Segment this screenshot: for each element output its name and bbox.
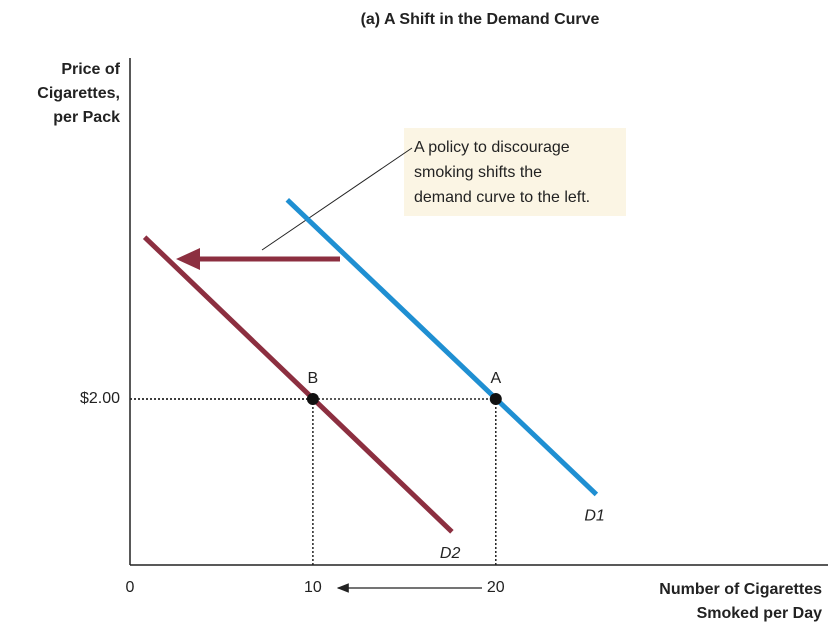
chart-title: (a) A Shift in the Demand Curve	[361, 11, 600, 28]
shift-arrow-head	[176, 248, 200, 270]
point	[306, 393, 319, 405]
annotation-box	[404, 128, 626, 216]
demand-curve	[285, 197, 599, 497]
point-label: A	[490, 370, 501, 387]
y-tick-label: $2.00	[80, 390, 120, 407]
x-axis-label: Number of Cigarettes	[659, 581, 822, 598]
y-axis-label: Price of	[61, 61, 120, 78]
annotation-text: demand curve to the left.	[414, 189, 590, 206]
annotation-text: smoking shifts the	[414, 164, 542, 181]
y-axis-label: Cigarettes,	[37, 85, 120, 102]
demand-curve	[142, 235, 454, 534]
point	[489, 393, 502, 405]
x-tick-label: 0	[126, 579, 135, 596]
annotation-text: A policy to discourage	[414, 139, 570, 156]
x-axis-label: Smoked per Day	[697, 605, 822, 622]
x-tick-label: 20	[487, 579, 505, 596]
annotation-leader	[261, 147, 413, 251]
series-label: D1	[584, 508, 604, 525]
y-axis-label: per Pack	[53, 109, 120, 126]
x-tick-label: 10	[304, 579, 322, 596]
point-label: B	[308, 370, 319, 387]
series-label: D2	[440, 545, 461, 562]
